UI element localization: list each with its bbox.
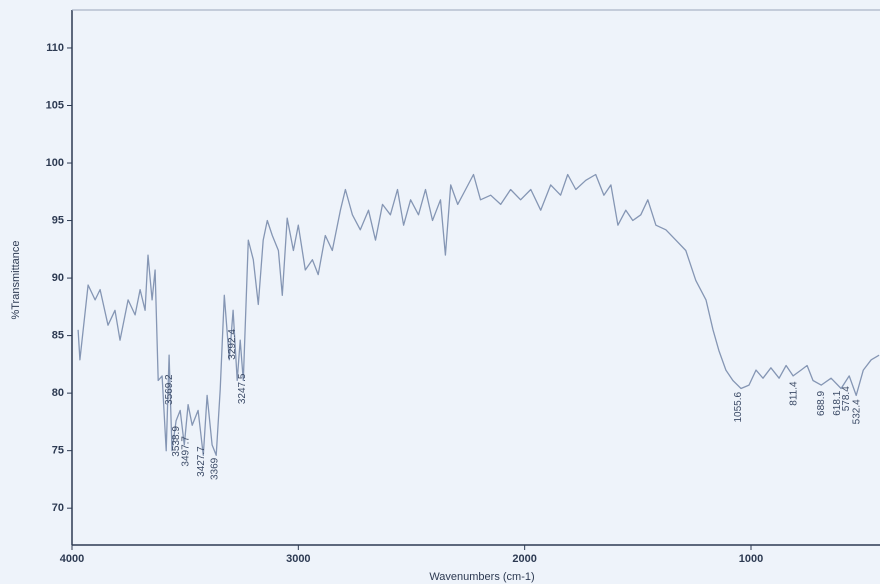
peak-label: 532.4 (851, 399, 862, 424)
peak-label: 688.9 (816, 390, 827, 415)
peak-label: 3247.5 (237, 373, 248, 404)
x-tick-label: 2000 (512, 553, 536, 565)
x-axis-label: Wavenumbers (cm-1) (429, 571, 534, 583)
peak-label: 3427.7 (196, 446, 207, 477)
peak-label: 811.4 (788, 381, 799, 406)
y-tick-label: 95 (52, 214, 64, 226)
x-tick-label: 4000 (60, 553, 84, 565)
peak-label: 3538.9 (171, 426, 182, 457)
y-tick-label: 110 (46, 42, 64, 54)
y-axis-label: %Transmittance (10, 240, 22, 319)
spectrum-line (77, 173, 880, 456)
peak-label: 578.4 (841, 386, 852, 411)
x-tick-label: 1000 (739, 553, 763, 565)
y-tick-label: 90 (52, 272, 64, 284)
peak-label: 1055.6 (733, 392, 744, 423)
y-tick-label: 100 (46, 157, 64, 169)
peak-label: 618.1 (832, 390, 843, 415)
peak-label: 3292.4 (227, 329, 238, 360)
peak-label: 3497.7 (180, 436, 191, 467)
peak-label: 3569.2 (164, 374, 175, 405)
y-tick-label: 105 (46, 99, 64, 111)
y-tick-label: 70 (52, 502, 64, 514)
peak-label: 3369 (209, 457, 220, 480)
y-tick-label: 75 (52, 445, 64, 457)
x-tick-label: 3000 (286, 553, 310, 565)
y-tick-label: 80 (52, 387, 64, 399)
y-tick-label: 85 (52, 330, 64, 342)
